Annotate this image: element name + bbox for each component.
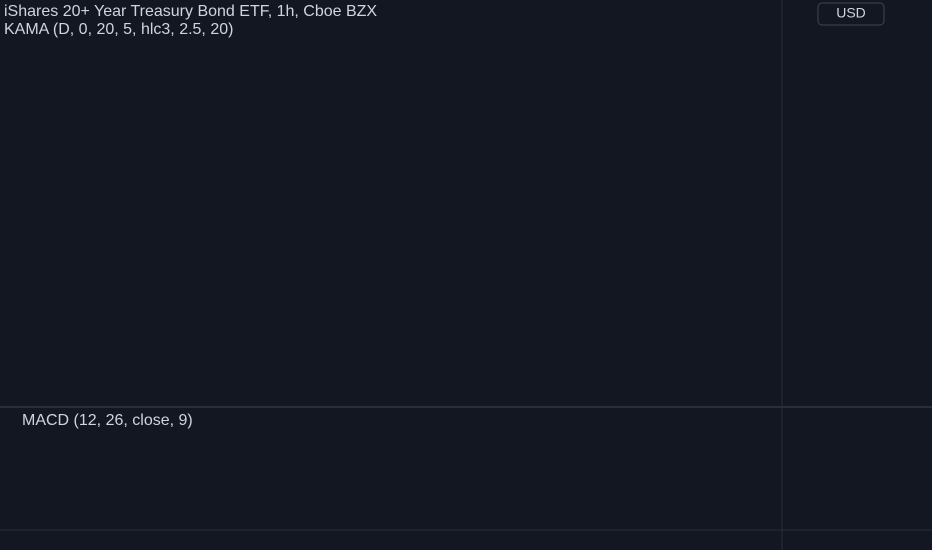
chart-title: iShares 20+ Year Treasury Bond ETF, 1h, …	[4, 3, 377, 20]
currency-label[interactable]: USD	[836, 5, 866, 21]
macd-title: MACD (12, 26, close, 9)	[22, 412, 193, 429]
indicator-title: KAMA (D, 0, 20, 5, hlc3, 2.5, 20)	[4, 21, 233, 38]
currency-button[interactable]	[817, 2, 885, 26]
